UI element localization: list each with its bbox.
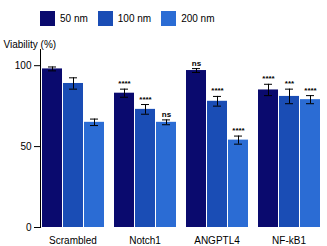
html-text:50 nm: 50 nm <box>60 13 88 24</box>
svg-text:ANGPTL4: ANGPTL4 <box>194 235 240 246</box>
svg-text:Viability (%): Viability (%) <box>4 39 57 50</box>
svg-text:Scrambled: Scrambled <box>49 235 97 246</box>
html-text:200 nm: 200 nm <box>181 13 215 24</box>
svg-text:****: **** <box>232 126 245 135</box>
html-text:100 nm: 100 nm <box>117 13 152 24</box>
svg-text:****: **** <box>262 74 275 83</box>
svg-text:50: 50 <box>20 141 32 152</box>
svg-text:NF-kB1: NF-kB1 <box>272 235 306 246</box>
svg-text:0: 0 <box>26 222 32 233</box>
svg-text:Notch1: Notch1 <box>129 235 161 246</box>
svg-text:100: 100 <box>15 60 32 71</box>
svg-text:****: **** <box>304 86 317 95</box>
svg-text:****: **** <box>139 95 152 104</box>
svg-text:****: **** <box>118 79 131 88</box>
svg-text:***: *** <box>285 79 295 88</box>
svg-text:****: **** <box>211 86 224 95</box>
svg-text:ns: ns <box>162 110 172 119</box>
svg-text:ns: ns <box>192 59 202 68</box>
